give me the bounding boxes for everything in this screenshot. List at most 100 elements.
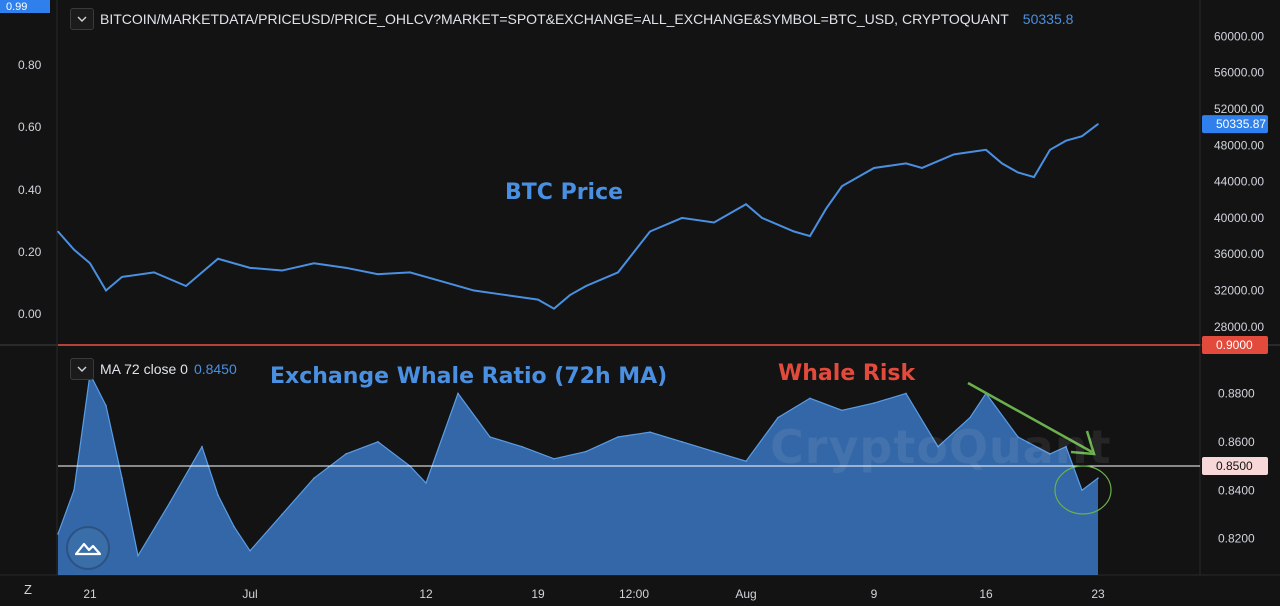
btc-price-point	[761, 217, 763, 219]
whale-ratio-point	[1081, 489, 1083, 492]
threshold-tag: 0.8500	[1202, 457, 1268, 476]
whale-ratio-point	[457, 392, 459, 395]
whale-ratio-area	[58, 374, 1098, 575]
time-axis-tick: 9	[871, 587, 878, 601]
highlight-ellipse	[1054, 465, 1112, 515]
btc-price-point	[681, 217, 683, 219]
btc-price-point	[1001, 162, 1003, 165]
whale-ratio-point	[201, 445, 203, 448]
btc-price-point	[345, 267, 347, 269]
whale-ratio-point	[873, 402, 875, 404]
btc-price-point	[217, 257, 219, 260]
price-axis-tick: 32000.00	[1214, 284, 1264, 298]
left-axis-tick: 0.20	[18, 245, 42, 259]
left-axis-tick: 0.00	[18, 307, 42, 321]
btc-price-point	[585, 285, 587, 287]
left-axis-tick: 0.40	[18, 183, 42, 197]
price-axis-tick: 40000.00	[1214, 211, 1264, 225]
time-axis-tick: 21	[83, 587, 97, 601]
left-top-tag-label: 0.99	[6, 1, 27, 13]
ratio-axis-tick: 0.8600	[1218, 435, 1255, 449]
whale-ratio-point	[281, 513, 283, 516]
btc-price-point	[281, 269, 283, 272]
price-axis-tick: 36000.00	[1214, 247, 1264, 261]
whale-ratio-point	[649, 431, 651, 433]
btc-price-point	[473, 289, 475, 292]
price-axis-tick: 52000.00	[1214, 102, 1264, 116]
whale-ratio-annotation: Exchange Whale Ratio (72h MA)	[270, 364, 668, 389]
price-axis-tick: 56000.00	[1214, 66, 1264, 80]
cryptoquant-logo[interactable]	[66, 526, 110, 570]
whale-ratio-point	[489, 436, 491, 438]
time-axis-tick: Aug	[735, 587, 756, 601]
whale-ratio-point	[553, 457, 555, 460]
time-axis-tick: 19	[531, 587, 545, 601]
risk-tag-bg	[1202, 336, 1268, 354]
indicator-legend: MA 72 close 0 0.8450	[70, 358, 237, 380]
btc-price-line	[57, 123, 1099, 310]
price-axis-tick: 60000.00	[1214, 29, 1264, 43]
price-symbol-value: 50335.8	[1022, 11, 1074, 27]
price-legend: BITCOIN/MARKETDATA/PRICEUSD/PRICE_OHLCV?…	[70, 8, 1073, 30]
threshold-tag-bg	[1202, 457, 1268, 476]
price-last-tag: 50335.87	[1202, 115, 1268, 134]
whale-ratio-point	[681, 441, 683, 443]
btc-price-point	[537, 298, 539, 301]
btc-price-point	[873, 167, 875, 169]
trend-arrow-line	[967, 381, 1093, 454]
price-last-tag-bg	[1202, 115, 1268, 134]
btc-price-point	[73, 248, 75, 251]
btc-price-point	[377, 273, 379, 275]
btc-price-point	[905, 162, 907, 165]
whale-ratio-point	[617, 436, 619, 438]
price-axis-tick: 28000.00	[1214, 320, 1264, 334]
btc-price-point	[617, 271, 619, 274]
collapse-indicator-button[interactable]	[70, 358, 94, 380]
whale-ratio-point	[217, 494, 219, 496]
whale-ratio-point	[1017, 436, 1019, 438]
chevron-down-icon	[77, 366, 87, 372]
whale-ratio-point	[937, 445, 939, 448]
z-button[interactable]: Z	[24, 582, 32, 597]
whale-ratio-point	[105, 404, 107, 407]
btc-price-point	[921, 167, 923, 169]
btc-price-point	[441, 280, 443, 283]
risk-tag-label: 0.9000	[1216, 338, 1253, 352]
btc-price-point	[569, 294, 571, 296]
btc-price-point	[1065, 139, 1067, 142]
btc-price-point	[649, 230, 651, 233]
mountain-logo-icon	[75, 542, 101, 556]
whale-ratio-point	[521, 445, 523, 448]
btc-price-point	[809, 235, 811, 237]
btc-price-point	[793, 230, 795, 233]
btc-price-point	[505, 294, 507, 296]
btc-price-point	[153, 271, 155, 274]
indicator-value: 0.8450	[193, 361, 237, 377]
btc-price-point	[409, 271, 411, 274]
whale-ratio-point	[1049, 453, 1051, 455]
whale-ratio-point	[809, 397, 811, 400]
ratio-axis-tick: 0.8800	[1218, 386, 1255, 400]
whale-risk-annotation: Whale Risk	[778, 361, 916, 386]
btc-price-point	[953, 153, 955, 156]
collapse-legend-button[interactable]	[70, 8, 94, 30]
price-axis-tick: 48000.00	[1214, 138, 1264, 152]
price-axis-tick: 44000.00	[1214, 175, 1264, 189]
btc-price-pane	[57, 123, 1099, 310]
btc-price-point	[825, 208, 827, 210]
btc-price-point	[713, 221, 715, 224]
whale-ratio-point	[249, 549, 251, 552]
whale-ratio-point	[121, 477, 123, 479]
whale-ratio-point	[425, 482, 427, 484]
whale-ratio-point	[841, 409, 843, 412]
indicator-title: MA 72 close 0	[100, 361, 188, 377]
whale-ratio-point	[1097, 477, 1099, 479]
whale-ratio-point	[745, 460, 747, 463]
btc-price-point	[185, 285, 187, 287]
btc-price-point	[985, 149, 987, 151]
left-axis-tick: 0.80	[18, 58, 42, 72]
btc-price-point	[745, 203, 747, 206]
btc-price-point	[89, 262, 91, 265]
